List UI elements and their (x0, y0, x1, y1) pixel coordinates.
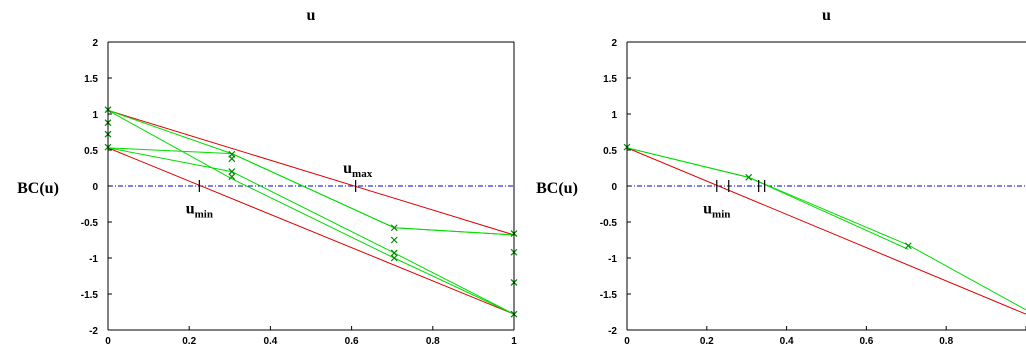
chart-left: u BC(u) umin umax 2 1.5 1 0.5 0 -0.5 -1 -1.5 -2 0 0.2 0… (17, 7, 518, 347)
y-tick-label: 0.5 (84, 146, 98, 157)
series-path-0 (627, 147, 1026, 311)
x-tick-label: 0.8 (426, 336, 440, 347)
x-tick-label: 0.6 (345, 336, 359, 347)
y-tick-label: -1.5 (81, 290, 99, 301)
x-tick-label: 0 (105, 336, 111, 347)
data-point-marker (228, 155, 236, 163)
y-tick-label: 1.5 (603, 74, 617, 85)
y-tick-label: -0.5 (600, 218, 618, 229)
y-tick-label: -2 (608, 326, 617, 337)
chart-right: u BC(u) umin 2 1.5 1 0.5 0 -0.5 -1 -1.5 -2 0 0.2 0.4 0.… (536, 7, 1026, 347)
x-tick-label: 0 (624, 336, 630, 347)
envelope-line-0 (108, 109, 514, 236)
x-tick-label: 0.4 (780, 336, 794, 347)
data-point-marker (390, 254, 398, 262)
x-tick-label: 0.6 (859, 336, 873, 347)
data-point-marker (228, 173, 236, 181)
series-path-1 (627, 147, 909, 250)
plot-area (108, 109, 514, 315)
x-tick-label: 0.4 (263, 336, 277, 347)
annotation-u-max: umax (343, 160, 373, 180)
series-path-2 (108, 147, 514, 315)
y-tick-label: 1 (92, 110, 98, 121)
x-tick-label: 0.2 (182, 336, 196, 347)
y-tick-label: -0.5 (81, 218, 99, 229)
y-tick-label: -2 (89, 326, 98, 337)
envelope-line-1 (108, 147, 514, 315)
y-tick-label: -1 (89, 254, 98, 265)
y-tick-label: 1.5 (84, 74, 98, 85)
annotation-u-min: umin (703, 200, 730, 220)
x-tick-label: 1 (511, 336, 517, 347)
chart-title: u (822, 7, 831, 24)
chart-title: u (307, 7, 316, 24)
y-tick-label: -1.5 (600, 290, 618, 301)
series-path-1 (108, 109, 514, 315)
annotation-u-min: umin (186, 200, 213, 220)
x-tick-label: 0.8 (939, 336, 953, 347)
data-point-marker (904, 242, 912, 250)
y-tick-label: 1 (611, 110, 617, 121)
data-point-marker (390, 224, 398, 232)
y-tick-label: -1 (608, 254, 617, 265)
y-axis-label: BC(u) (536, 180, 578, 197)
data-point-marker (745, 173, 753, 181)
data-point-marker (390, 249, 398, 257)
y-tick-label: 0 (92, 182, 98, 193)
y-tick-label: 0.5 (603, 146, 617, 157)
y-tick-label: 0 (611, 182, 617, 193)
plot-area (627, 147, 1026, 315)
y-tick-label: 2 (611, 38, 617, 49)
data-point-marker (228, 168, 236, 176)
y-tick-label: 2 (92, 38, 98, 49)
x-tick-label: 0.2 (700, 336, 714, 347)
envelope-line-0 (627, 147, 1026, 315)
y-axis-label: BC(u) (17, 180, 59, 197)
series-path-3 (108, 147, 514, 236)
data-point-marker (390, 236, 398, 244)
